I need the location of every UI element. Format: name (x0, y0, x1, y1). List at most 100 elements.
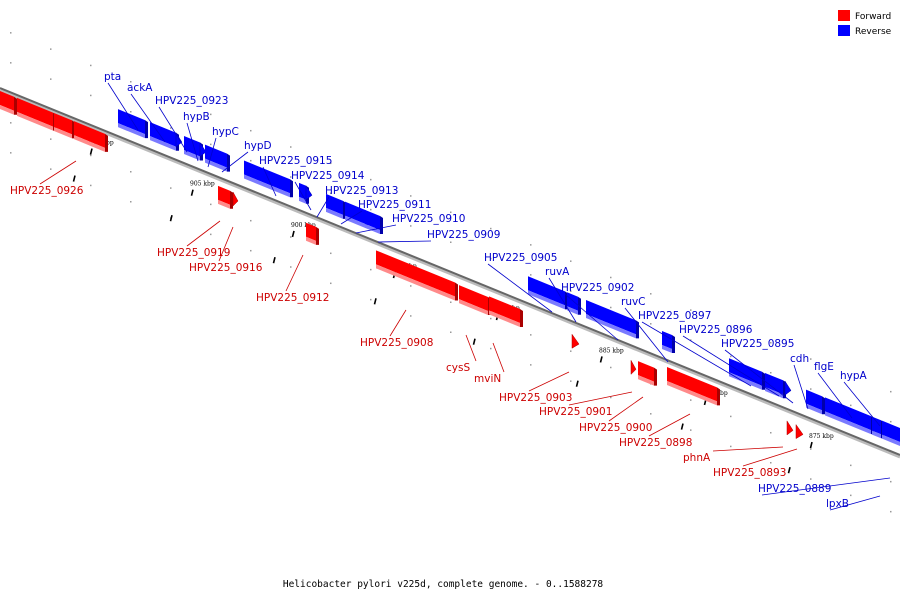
label-hypa[interactable]: hypA (840, 370, 868, 382)
forward-gene[interactable] (74, 121, 108, 152)
label-pta[interactable]: pta (104, 71, 121, 83)
label-hpv225-0897[interactable]: HPV225_0897 (638, 310, 711, 322)
reverse-gene[interactable] (365, 209, 383, 234)
label-acka[interactable]: ackA (127, 82, 153, 94)
leader-pta (107, 82, 139, 131)
forward-gene[interactable] (571, 333, 580, 349)
label-hpv225-0909[interactable]: HPV225_0909 (427, 229, 500, 241)
gene-face (459, 285, 488, 311)
guide-dot (770, 371, 772, 374)
label-hypd[interactable]: hypD (244, 140, 272, 152)
label-hpv225-0903[interactable]: HPV225_0903 (499, 392, 572, 404)
gene-edge (244, 174, 290, 198)
label-cdh[interactable]: cdh (790, 353, 809, 365)
label-hpv225-0902[interactable]: HPV225_0902 (561, 282, 634, 294)
label-hpv225-0905[interactable]: HPV225_0905 (484, 252, 557, 264)
label-phna[interactable]: phnA (683, 452, 711, 464)
guide-dot (690, 429, 692, 431)
guide-dot (530, 274, 532, 276)
gene-arrow (630, 360, 637, 375)
guide-dot (330, 282, 332, 285)
gene-side (520, 309, 523, 328)
forward-gene[interactable] (306, 222, 319, 245)
gene-edge (825, 411, 871, 435)
label-mvin[interactable]: mviN (474, 373, 501, 385)
reverse-gene[interactable] (118, 109, 148, 139)
label-hpv225-0901[interactable]: HPV225_0901 (539, 406, 612, 418)
label-hpv225-0923[interactable]: HPV225_0923 (155, 95, 228, 107)
label-cyss[interactable]: cysS (446, 362, 470, 374)
guide-dot (10, 152, 12, 154)
label-ruva[interactable]: ruvA (545, 266, 570, 278)
forward-gene[interactable] (630, 360, 637, 375)
label-hypc[interactable]: hypC (212, 126, 239, 138)
forward-gene[interactable] (489, 296, 523, 328)
forward-gene[interactable] (786, 420, 794, 436)
gene-face (118, 109, 145, 135)
reverse-gene[interactable] (784, 380, 792, 396)
label-hpv225-0895[interactable]: HPV225_0895 (721, 338, 794, 350)
forward-gene[interactable] (0, 91, 17, 115)
gene-face (567, 292, 578, 311)
forward-gene[interactable] (638, 361, 657, 386)
reverse-gene[interactable] (882, 420, 900, 446)
guide-dot (170, 127, 172, 129)
label-hpv225-0915[interactable]: HPV225_0915 (259, 155, 332, 167)
gene-edge (489, 310, 520, 328)
gene-arrow (571, 333, 580, 349)
forward-gene[interactable] (376, 250, 458, 301)
reverse-gene[interactable] (567, 292, 581, 315)
gene-face (872, 416, 881, 435)
leader-ruva (548, 277, 577, 323)
label-hpv225-0926[interactable]: HPV225_0926 (10, 185, 84, 197)
label-hpv225-0889[interactable]: HPV225_0889 (758, 483, 831, 495)
label-hpv225-0896[interactable]: HPV225_0896 (679, 324, 753, 336)
label-hpv225-0898[interactable]: HPV225_0898 (619, 437, 692, 449)
reverse-gene[interactable] (199, 141, 207, 158)
reverse-gene[interactable] (729, 358, 765, 390)
axis-shadow (0, 88, 900, 459)
gene-edge (528, 290, 565, 310)
gene-face (17, 97, 53, 127)
reverse-gene[interactable] (765, 372, 786, 399)
label-hpv225-0908[interactable]: HPV225_0908 (360, 337, 433, 349)
gene-face (586, 299, 636, 335)
guide-dot (90, 184, 92, 187)
forward-gene[interactable] (795, 423, 804, 440)
gene-face (299, 182, 306, 200)
leader-hpv225-0901 (568, 391, 633, 406)
label-hpv225-0911[interactable]: HPV225_0911 (358, 199, 431, 211)
genome-axis (0, 87, 900, 459)
label-flge[interactable]: flgE (814, 361, 834, 373)
label-hpv225-0912[interactable]: HPV225_0912 (256, 292, 329, 304)
reverse-gene[interactable] (662, 330, 675, 354)
label-lpxb[interactable]: lpxB (826, 498, 849, 510)
label-hpv225-0919[interactable]: HPV225_0919 (157, 247, 230, 259)
reverse-gene[interactable] (806, 389, 825, 415)
tick-mark (575, 380, 579, 387)
label-hpv225-0893[interactable]: HPV225_0893 (713, 467, 786, 479)
label-hpv225-0914[interactable]: HPV225_0914 (291, 170, 365, 182)
label-hpv225-0916[interactable]: HPV225_0916 (189, 262, 263, 274)
forward-gene[interactable] (232, 191, 239, 207)
label-hpv225-0910[interactable]: HPV225_0910 (392, 213, 465, 225)
gene-side (636, 320, 639, 339)
reverse-gene[interactable] (305, 184, 313, 201)
label-hpv225-0900[interactable]: HPV225_0900 (579, 422, 652, 434)
label-hpv225-0913[interactable]: HPV225_0913 (325, 185, 398, 197)
label-hypb[interactable]: hypB (183, 111, 210, 123)
forward-gene[interactable] (667, 366, 720, 406)
label-ruvc[interactable]: ruvC (621, 296, 646, 308)
gene-edge (872, 430, 881, 439)
tick-mark (787, 466, 791, 474)
leader-hpv225-0897 (641, 321, 752, 387)
reverse-gene[interactable] (205, 144, 230, 172)
forward-gene[interactable] (218, 185, 233, 209)
leader-hpv225-0889 (761, 477, 891, 496)
guide-dot (730, 325, 732, 328)
leader-hpv225-0893 (742, 448, 798, 467)
gene-arrow (305, 184, 313, 201)
tick-mark (272, 256, 276, 264)
